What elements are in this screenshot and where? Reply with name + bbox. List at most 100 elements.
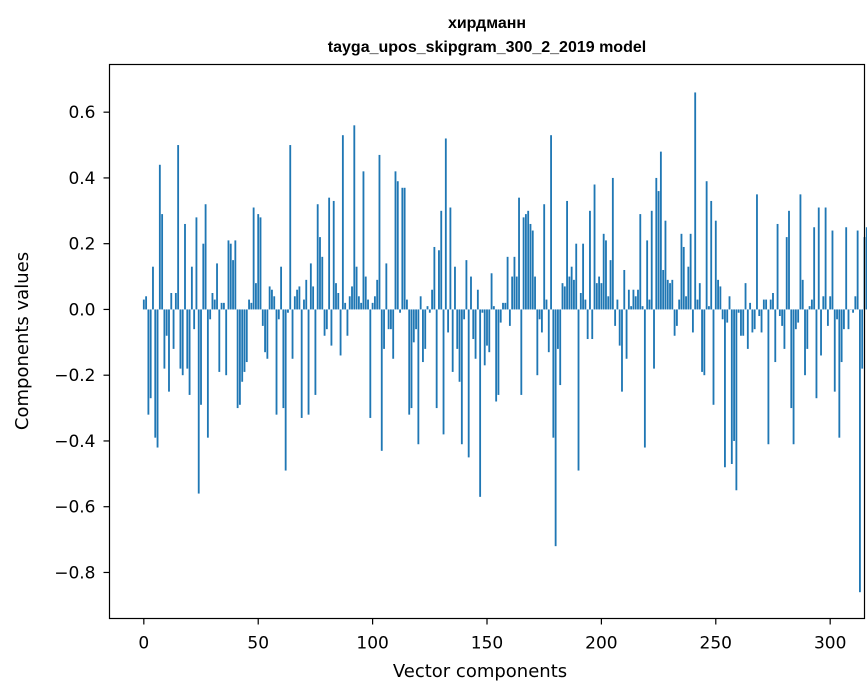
bar <box>598 276 601 310</box>
y-tick-label: −0.8 <box>54 563 95 583</box>
bar <box>351 286 353 310</box>
bar <box>671 279 674 310</box>
chart-title-line2: tayga_upos_skipgram_300_2_2019 model <box>328 39 646 56</box>
bar <box>305 279 308 310</box>
bar <box>389 309 392 330</box>
bar <box>586 309 589 340</box>
bar <box>417 309 420 445</box>
x-tick-label: 200 <box>585 634 617 654</box>
bar <box>454 266 456 310</box>
bar <box>193 309 196 330</box>
bar <box>662 269 665 310</box>
bar <box>506 256 509 310</box>
bar <box>206 309 209 438</box>
bar <box>179 309 182 369</box>
bar <box>538 309 541 320</box>
bar <box>678 299 681 310</box>
bar <box>751 309 754 333</box>
bar <box>396 181 399 310</box>
bar <box>540 309 543 333</box>
bar <box>273 296 276 310</box>
bar <box>229 243 232 310</box>
bar <box>536 309 539 376</box>
bar <box>710 200 713 310</box>
bar <box>817 207 820 310</box>
bar <box>392 309 395 359</box>
bar <box>296 289 299 310</box>
bar <box>147 309 150 415</box>
bar <box>769 299 772 310</box>
bar <box>515 276 518 310</box>
bar <box>174 293 177 310</box>
bar <box>387 309 390 330</box>
bar <box>449 207 452 310</box>
bar <box>579 293 582 310</box>
bar <box>602 233 605 310</box>
bar <box>399 309 401 313</box>
bar <box>220 302 223 310</box>
bar <box>657 191 660 310</box>
bar <box>799 194 802 310</box>
bar <box>788 210 790 310</box>
x-tick-label: 100 <box>356 634 388 654</box>
y-tick-label: 0.6 <box>68 103 95 123</box>
bar <box>200 309 202 405</box>
y-tick-label: −0.2 <box>54 366 95 386</box>
bar <box>321 256 324 310</box>
bar <box>458 309 461 382</box>
bar <box>522 217 525 310</box>
bar <box>222 302 225 310</box>
bar <box>309 263 312 310</box>
bar <box>772 293 774 310</box>
bar <box>641 306 644 310</box>
x-tick-label: 0 <box>138 634 149 654</box>
bar <box>595 283 598 310</box>
bar <box>792 309 795 445</box>
bar <box>534 276 536 310</box>
bar <box>316 204 319 310</box>
bar <box>415 309 417 330</box>
bar <box>719 286 722 310</box>
bar <box>774 309 777 363</box>
bar <box>664 220 667 310</box>
bar <box>495 309 498 402</box>
bar <box>847 309 850 330</box>
bar <box>280 266 283 310</box>
y-tick-label: 0.0 <box>68 300 95 320</box>
bar <box>419 296 422 310</box>
bar <box>149 309 152 399</box>
bar <box>172 309 175 349</box>
bar <box>161 214 164 310</box>
bar-series <box>142 92 867 593</box>
bar <box>152 266 154 310</box>
bar <box>435 309 438 409</box>
bar <box>184 223 186 310</box>
bar <box>714 220 717 310</box>
bar <box>158 164 161 310</box>
bar <box>765 299 768 310</box>
bar <box>341 135 344 310</box>
bar <box>486 309 488 346</box>
bar <box>758 309 761 317</box>
bar <box>266 309 269 359</box>
bar <box>833 309 836 392</box>
bar <box>216 263 218 310</box>
bar <box>813 227 816 310</box>
bar <box>726 309 729 323</box>
bar <box>815 309 818 399</box>
bar <box>666 279 669 310</box>
bar <box>284 309 287 471</box>
bar <box>238 309 241 405</box>
bar <box>712 309 715 405</box>
bar <box>383 309 385 349</box>
bar <box>618 309 621 346</box>
bar <box>648 299 651 310</box>
bar <box>687 266 690 310</box>
bar <box>810 299 813 310</box>
bar <box>669 283 671 310</box>
bar <box>376 279 379 310</box>
bar <box>650 210 653 310</box>
bar <box>438 250 440 310</box>
bar <box>820 309 822 356</box>
bar <box>559 309 562 386</box>
